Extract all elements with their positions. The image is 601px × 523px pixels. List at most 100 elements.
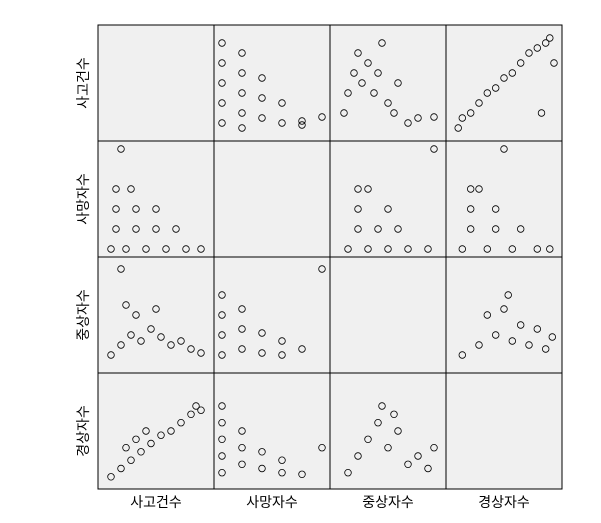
point-7-1 — [218, 331, 226, 339]
point-1-11 — [394, 79, 402, 87]
point-5-2 — [508, 245, 516, 253]
point-6-5 — [157, 333, 165, 341]
point-2-6 — [500, 74, 508, 82]
point-4-4 — [424, 245, 432, 253]
point-7-4 — [238, 345, 246, 353]
point-11-2 — [364, 435, 372, 443]
y-axis-label-1: 사망자수 — [76, 173, 92, 225]
point-4-12 — [430, 145, 438, 153]
point-0-16 — [298, 121, 306, 129]
cell-1-0-background — [98, 141, 214, 257]
point-3-8 — [152, 225, 160, 233]
point-5-7 — [517, 225, 525, 233]
point-7-5 — [238, 325, 246, 333]
point-3-3 — [162, 245, 170, 253]
point-6-0 — [107, 351, 115, 359]
point-7-12 — [318, 265, 326, 273]
point-7-6 — [238, 305, 246, 313]
x-axis-label-2: 중상자수 — [362, 495, 414, 511]
point-11-0 — [344, 469, 352, 477]
point-3-2 — [142, 245, 150, 253]
point-0-3 — [218, 99, 226, 107]
point-11-1 — [354, 452, 362, 460]
point-6-10 — [122, 301, 130, 309]
cell-1-1-background — [214, 141, 330, 257]
cell-3-1-background — [214, 373, 330, 489]
point-4-6 — [374, 225, 382, 233]
point-4-5 — [354, 225, 362, 233]
point-10-3 — [218, 419, 226, 427]
cell-0-1-background — [214, 25, 330, 141]
point-5-6 — [492, 225, 500, 233]
point-1-14 — [430, 113, 438, 121]
point-0-15 — [298, 117, 306, 125]
point-11-4 — [384, 444, 392, 452]
point-0-0 — [218, 39, 226, 47]
point-2-10 — [533, 44, 541, 52]
point-3-14 — [127, 185, 135, 193]
point-5-12 — [500, 145, 508, 153]
point-2-1 — [458, 114, 466, 122]
cell-1-2-background — [330, 141, 446, 257]
point-5-8 — [467, 205, 475, 213]
point-1-13 — [414, 114, 422, 122]
point-10-11 — [278, 456, 286, 464]
point-5-10 — [467, 185, 475, 193]
point-5-4 — [546, 245, 554, 253]
y-axis-label-2: 중상자수 — [76, 289, 92, 341]
point-1-0 — [340, 109, 348, 117]
point-7-2 — [218, 311, 226, 319]
point-4-1 — [364, 245, 372, 253]
point-3-5 — [197, 245, 205, 253]
point-0-6 — [238, 69, 246, 77]
point-9-4 — [147, 439, 155, 448]
point-0-11 — [258, 94, 266, 102]
point-1-7 — [374, 69, 382, 77]
point-9-9 — [197, 406, 205, 414]
point-7-7 — [258, 349, 266, 357]
point-2-3 — [475, 99, 483, 107]
point-4-9 — [384, 205, 392, 213]
point-2-8 — [517, 59, 525, 67]
point-4-3 — [404, 245, 412, 253]
point-5-11 — [475, 185, 483, 193]
point-3-7 — [132, 225, 140, 233]
point-0-1 — [218, 59, 226, 67]
point-10-12 — [298, 470, 306, 478]
point-0-14 — [278, 119, 286, 127]
cell-2-1-background — [214, 257, 330, 373]
point-8-0 — [458, 351, 466, 359]
point-5-1 — [483, 245, 491, 253]
point-8-5 — [542, 345, 550, 353]
point-7-9 — [278, 351, 286, 359]
point-2-12 — [546, 34, 554, 42]
point-10-6 — [238, 444, 246, 452]
point-3-12 — [152, 205, 160, 213]
point-0-2 — [218, 79, 226, 87]
point-8-11 — [548, 333, 556, 341]
point-0-7 — [238, 89, 246, 97]
point-6-12 — [152, 305, 160, 313]
point-3-0 — [107, 245, 115, 253]
point-10-10 — [278, 469, 286, 477]
cell-0-0-background — [98, 25, 214, 141]
y-axis-label-0: 사고건수 — [76, 57, 92, 109]
point-6-11 — [132, 311, 140, 319]
point-0-13 — [278, 99, 286, 107]
point-8-2 — [492, 331, 500, 339]
point-8-9 — [533, 325, 541, 333]
point-5-9 — [492, 205, 500, 213]
point-9-12 — [122, 444, 130, 452]
point-10-8 — [258, 464, 266, 473]
point-2-7 — [508, 69, 516, 77]
cell-0-2-background — [330, 25, 446, 141]
point-7-3 — [218, 291, 226, 299]
point-2-11 — [542, 39, 550, 47]
point-1-2 — [350, 69, 358, 77]
point-3-11 — [132, 205, 140, 213]
cell-2-3-background — [446, 257, 562, 373]
point-10-2 — [218, 435, 226, 443]
point-6-3 — [137, 337, 145, 345]
point-6-1 — [117, 341, 125, 349]
